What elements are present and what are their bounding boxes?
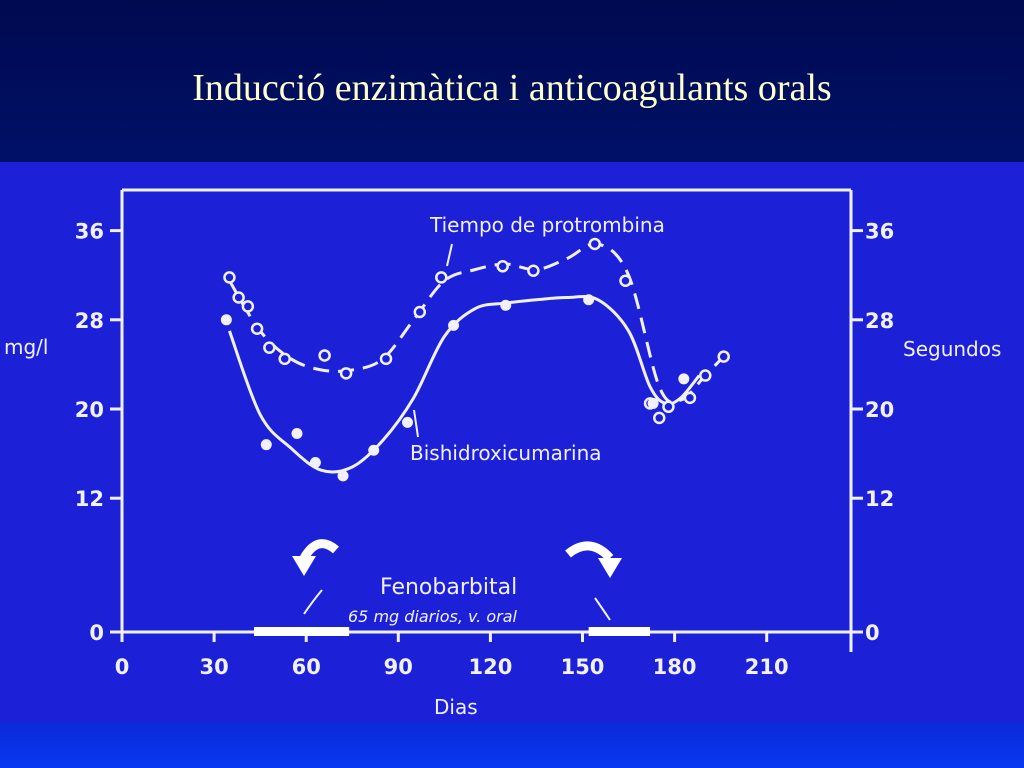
x-tick-label: 210 <box>745 655 789 679</box>
data-point-protrombina <box>223 271 236 284</box>
fenobarbital-label: Fenobarbital <box>380 575 517 600</box>
data-point-bishidroxicumarina <box>448 319 460 331</box>
data-point-protrombina <box>527 264 540 277</box>
chart: 0 12 20 28 36 0 12 20 28 36 0 30 60 90 120 150 180 210 Ti… <box>4 188 1001 719</box>
series-label-bishidroxicumarina-pointer <box>413 409 419 438</box>
footer-band <box>0 722 1024 768</box>
data-point-protrombina <box>250 322 264 335</box>
data-point-bishidroxicumarina <box>583 294 595 306</box>
series-label-protrombina: Tiempo de protrombina <box>429 213 665 237</box>
data-point-bishidroxicumarina <box>368 444 380 456</box>
chart-ticks: 0 12 20 28 36 0 12 20 28 36 0 30 60 90 120 150 180 210 <box>75 220 894 679</box>
data-point-protrombina <box>662 400 675 414</box>
data-point-bishidroxicumarina <box>260 439 272 451</box>
x-tick-label: 120 <box>468 655 512 679</box>
data-point-protrombina <box>263 341 276 354</box>
data-point-protrombina <box>717 350 730 363</box>
data-point-bishidroxicumarina <box>220 314 232 326</box>
y-tick-label-left: 0 <box>89 621 104 645</box>
start-arrow-icon <box>292 539 339 576</box>
data-point-bishidroxicumarina <box>402 416 414 428</box>
treatment-period-bar <box>254 627 350 636</box>
data-point-protrombina <box>699 369 712 382</box>
x-tick-label: 30 <box>199 655 228 679</box>
data-point-bishidroxicumarina <box>647 397 659 409</box>
data-point-protrombina <box>683 391 697 405</box>
y-tick-label-left: 36 <box>75 220 104 244</box>
y-axis-right-label: Segundos <box>903 337 1001 361</box>
treatment-bars <box>254 627 651 636</box>
x-tick-label: 90 <box>384 655 413 679</box>
data-point-protrombina <box>413 305 427 319</box>
fenobarbital-dose-label: 65 mg diarios, v. oral <box>348 607 518 626</box>
data-point-bishidroxicumarina <box>337 470 349 482</box>
x-tick-label: 150 <box>561 655 605 679</box>
x-tick-label: 180 <box>653 655 697 679</box>
stop-arrow-icon <box>565 541 622 578</box>
treatment-period-bar <box>588 627 651 636</box>
data-point-bishidroxicumarina <box>309 457 321 469</box>
x-tick-label: 60 <box>292 655 321 679</box>
x-axis-label: Dias <box>434 695 478 719</box>
data-point-protrombina <box>232 291 245 304</box>
chart-series-layer <box>228 242 728 474</box>
data-point-protrombina <box>435 271 448 284</box>
data-point-protrombina <box>379 352 393 366</box>
data-point-protrombina <box>278 352 291 366</box>
chart-points-layer <box>220 237 730 482</box>
fenobarbital-stop-tick <box>594 597 611 621</box>
chart-panel: 0 12 20 28 36 0 12 20 28 36 0 30 60 90 120 150 180 210 Ti… <box>0 162 1024 722</box>
y-tick-label-left: 12 <box>75 487 104 511</box>
y-tick-label-right: 36 <box>865 220 894 244</box>
data-point-protrombina <box>339 367 353 380</box>
slide-title: Inducció enzimàtica i anticoagulants ora… <box>192 67 832 109</box>
data-point-protrombina <box>496 260 509 273</box>
data-point-bishidroxicumarina <box>678 373 690 385</box>
y-tick-label-right: 0 <box>865 621 880 645</box>
data-point-protrombina <box>241 300 255 313</box>
y-tick-label-left: 20 <box>75 398 104 422</box>
data-point-protrombina <box>619 274 632 288</box>
data-point-protrombina <box>653 411 666 425</box>
y-tick-label-right: 20 <box>865 398 894 422</box>
series-label-bishidroxicumarina: Bishidroxicumarina <box>410 441 602 465</box>
y-tick-label-right: 12 <box>865 487 894 511</box>
chart-axes <box>116 188 853 652</box>
data-point-bishidroxicumarina <box>291 428 303 440</box>
data-point-protrombina <box>588 237 602 251</box>
y-tick-label-left: 28 <box>75 309 104 333</box>
y-tick-label-right: 28 <box>865 309 894 333</box>
data-point-protrombina <box>318 349 331 362</box>
fenobarbital-start-tick <box>303 589 323 615</box>
data-point-bishidroxicumarina <box>500 299 512 311</box>
series-label-protrombina-pointer <box>446 243 453 267</box>
x-tick-label: 0 <box>115 655 130 679</box>
series-line-0 <box>228 242 728 404</box>
y-axis-left-label: mg/l <box>4 335 48 359</box>
